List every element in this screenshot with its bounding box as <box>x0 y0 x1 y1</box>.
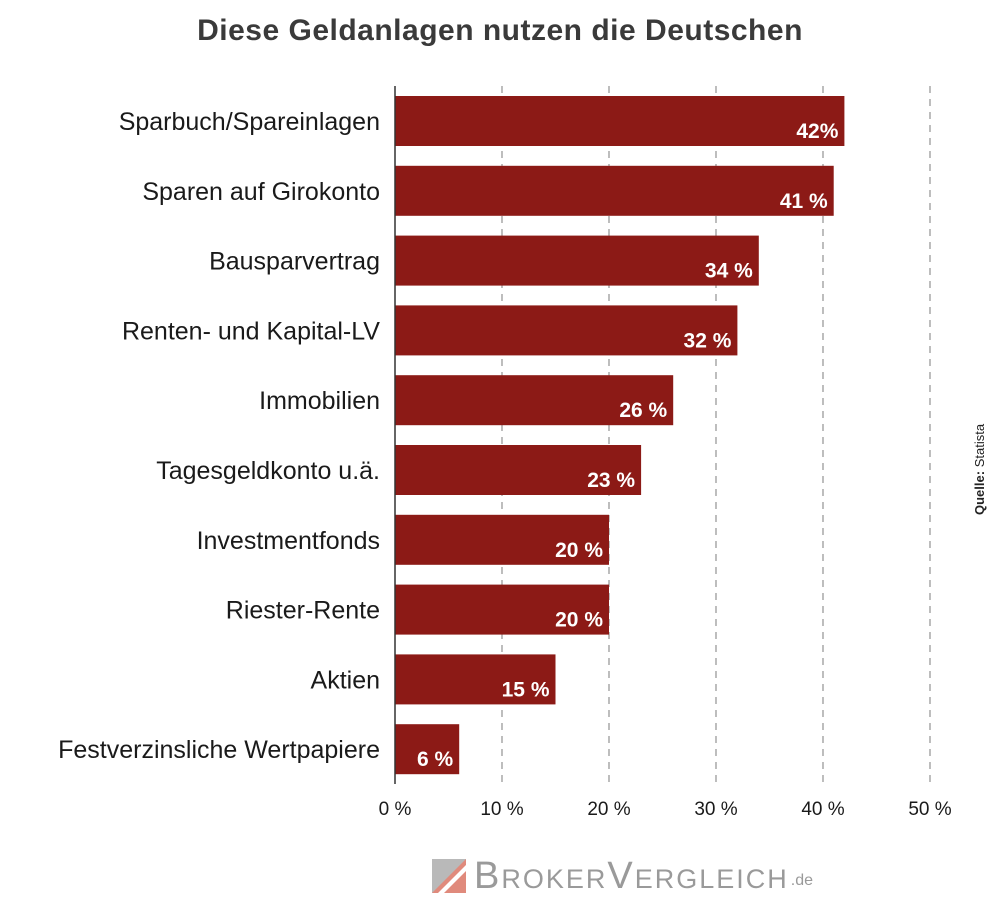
bar <box>395 654 556 705</box>
bar <box>395 305 738 356</box>
bar <box>395 724 460 775</box>
category-label: Sparen auf Girokonto <box>142 178 380 206</box>
x-tick-label: 10 % <box>480 799 523 820</box>
category-label: Aktien <box>311 666 380 694</box>
category-label: Investmentfonds <box>197 527 380 555</box>
x-tick-label: 20 % <box>587 799 630 820</box>
x-tick-label: 0 % <box>379 799 412 820</box>
x-tick-label: 40 % <box>801 799 844 820</box>
category-label: Tagesgeldkonto u.ä. <box>156 457 380 485</box>
category-label: Bausparvertrag <box>209 248 380 276</box>
source-name: Statista <box>972 423 987 468</box>
chart-title: Diese Geldanlagen nutzen die Deutschen <box>197 14 803 47</box>
brand-name: BrokerVergleich <box>474 854 789 897</box>
bar <box>395 445 642 495</box>
bar <box>395 235 759 286</box>
category-label: Riester-Rente <box>226 597 380 625</box>
category-label: Sparbuch/Spareinlagen <box>119 108 380 136</box>
brand-suffix: .de <box>790 872 813 889</box>
category-label: Immobilien <box>259 387 380 415</box>
category-label: Renten- und Kapital-LV <box>122 317 380 345</box>
bar <box>395 165 834 216</box>
category-label: Festverzinsliche Wertpapiere <box>58 736 380 764</box>
bar-value-label: 20 % <box>555 539 603 562</box>
source-label: Quelle: <box>972 470 987 515</box>
bar-value-label: 20 % <box>555 609 603 632</box>
bar-value-label: 42% <box>796 120 838 143</box>
bar-value-label: 23 % <box>587 469 635 492</box>
bar-value-label: 34 % <box>705 260 753 283</box>
bar-value-label: 32 % <box>684 329 732 352</box>
bar-value-label: 26 % <box>619 399 667 422</box>
bar <box>395 96 845 146</box>
bar-value-label: 6 % <box>417 748 454 771</box>
brand-logo: BrokerVergleich .de <box>432 854 813 897</box>
brand-logo-icon <box>432 859 466 893</box>
bar-value-label: 15 % <box>502 678 550 701</box>
x-tick-label: 30 % <box>694 799 737 820</box>
bar-value-label: 41 % <box>780 190 828 213</box>
x-tick-label: 50 % <box>908 799 951 820</box>
bar <box>395 514 609 565</box>
bar <box>395 375 674 426</box>
bar <box>395 584 609 635</box>
